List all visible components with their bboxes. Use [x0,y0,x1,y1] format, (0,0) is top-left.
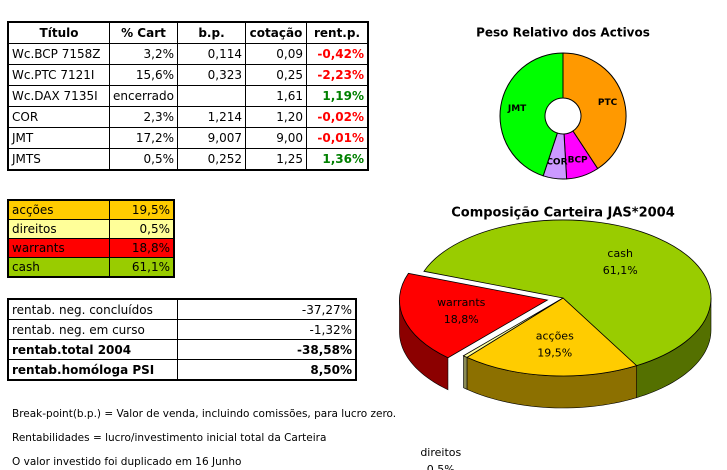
table-cell: 0,323 [177,64,246,86]
note: Break-point(b.p.) = Valor de venda, incl… [12,408,397,420]
header-row: Título% Cart b.p. cotação rent.p. [7,21,369,44]
table-cell: 1,36% [306,148,369,171]
summary-row: warrants 18,8% [7,238,175,258]
table-cell: Wc.BCP 7158Z [7,43,110,65]
returns-value: 8,50% [177,359,357,381]
returns-label: rentab. neg. concluídos [7,298,178,320]
table-cell: 1,19% [306,85,369,107]
table-cell: Wc.PTC 7121I [7,64,110,86]
returns-table: rentab. neg. concluídos -37,27% rentab. ne… [7,298,357,381]
summary-label: acções [7,199,110,220]
table-cell: 1,61 [245,85,307,107]
pie-slice [423,219,712,367]
chart-title: Peso Relativo dos Activos [476,26,650,40]
donut-slice [499,52,564,177]
table-cell: JMTS [7,148,110,171]
slice-label: direitos [420,446,461,459]
table-cell: 9,007 [177,127,246,149]
table-cell: JMT [7,127,110,149]
table-cell: -0,42% [306,43,369,65]
slice-label: PTC [598,98,618,108]
returns-row: rentab. neg. concluídos -37,27% [7,298,357,320]
table-cell: 1,20 [245,106,307,128]
table-cell: 0,25 [245,64,307,86]
table-row: JMTS 0,5% 0,252 1,25 1,36% [7,148,369,171]
table-row: JMT 17,2% 9,007 9,00 -0,01% [7,127,369,149]
table-row: Wc.PTC 7121I 15,6% 0,323 0,25 -2,23% [7,64,369,86]
slice-label: JMT [507,104,527,114]
slice-side [463,355,468,390]
slice-value-label: 18,8% [444,313,479,326]
note: Rentabilidades = lucro/investimento inic… [12,432,327,444]
holdings-table: Título% Cart b.p. cotação rent.p. Wc.BCP 715… [7,21,369,171]
slice-label: acções [536,330,574,343]
returns-row: rentab.total 2004 -38,58% [7,339,357,360]
summary-value: 0,5% [109,219,175,239]
returns-row: rentab.homóloga PSI 8,50% [7,359,357,381]
returns-label: rentab.total 2004 [7,339,178,360]
slice-label: BCP [568,156,588,166]
table-cell: -0,01% [306,127,369,149]
table-cell: 0,252 [177,148,246,171]
table-cell: 9,00 [245,127,307,149]
slice-label: cash [607,247,633,260]
pie-slice [399,272,549,359]
summary-label: warrants [7,238,110,258]
note: O valor investido foi duplicado em 16 Ju… [12,456,242,468]
composition-table: acções 19,5% direitos 0,5% warrants 18,8% cash… [7,199,175,278]
slice-value-label: 19,5% [537,347,572,360]
slice-value-label: 61,1% [603,264,638,277]
slice-label: warrants [437,296,486,309]
chart-title: Composição Carteira JAS*2004 [451,206,675,221]
summary-row: acções 19,5% [7,199,175,220]
slice-label: COR [546,158,567,168]
header-cell: rent.p. [306,21,369,44]
table-cell: 1,25 [245,148,307,171]
pie-slice [466,297,638,377]
slice-value-label: 0,5% [427,463,455,470]
summary-value: 18,8% [109,238,175,258]
table-cell: 0,5% [109,148,178,171]
returns-value: -38,58% [177,339,357,360]
table-row: Wc.DAX 7135I encerrado 1,61 1,19% [7,85,369,107]
summary-row: cash 61,1% [7,257,175,278]
summary-value: 61,1% [109,257,175,278]
table-cell: -2,23% [306,64,369,86]
table-row: Wc.BCP 7158Z 3,2% 0,114 0,09 -0,42% [7,43,369,65]
summary-value: 19,5% [109,199,175,220]
summary-label: cash [7,257,110,278]
header-cell: % Cart [109,21,178,44]
table-cell: 17,2% [109,127,178,149]
returns-label: rentab.homóloga PSI [7,359,178,381]
pie-slice [462,297,564,358]
